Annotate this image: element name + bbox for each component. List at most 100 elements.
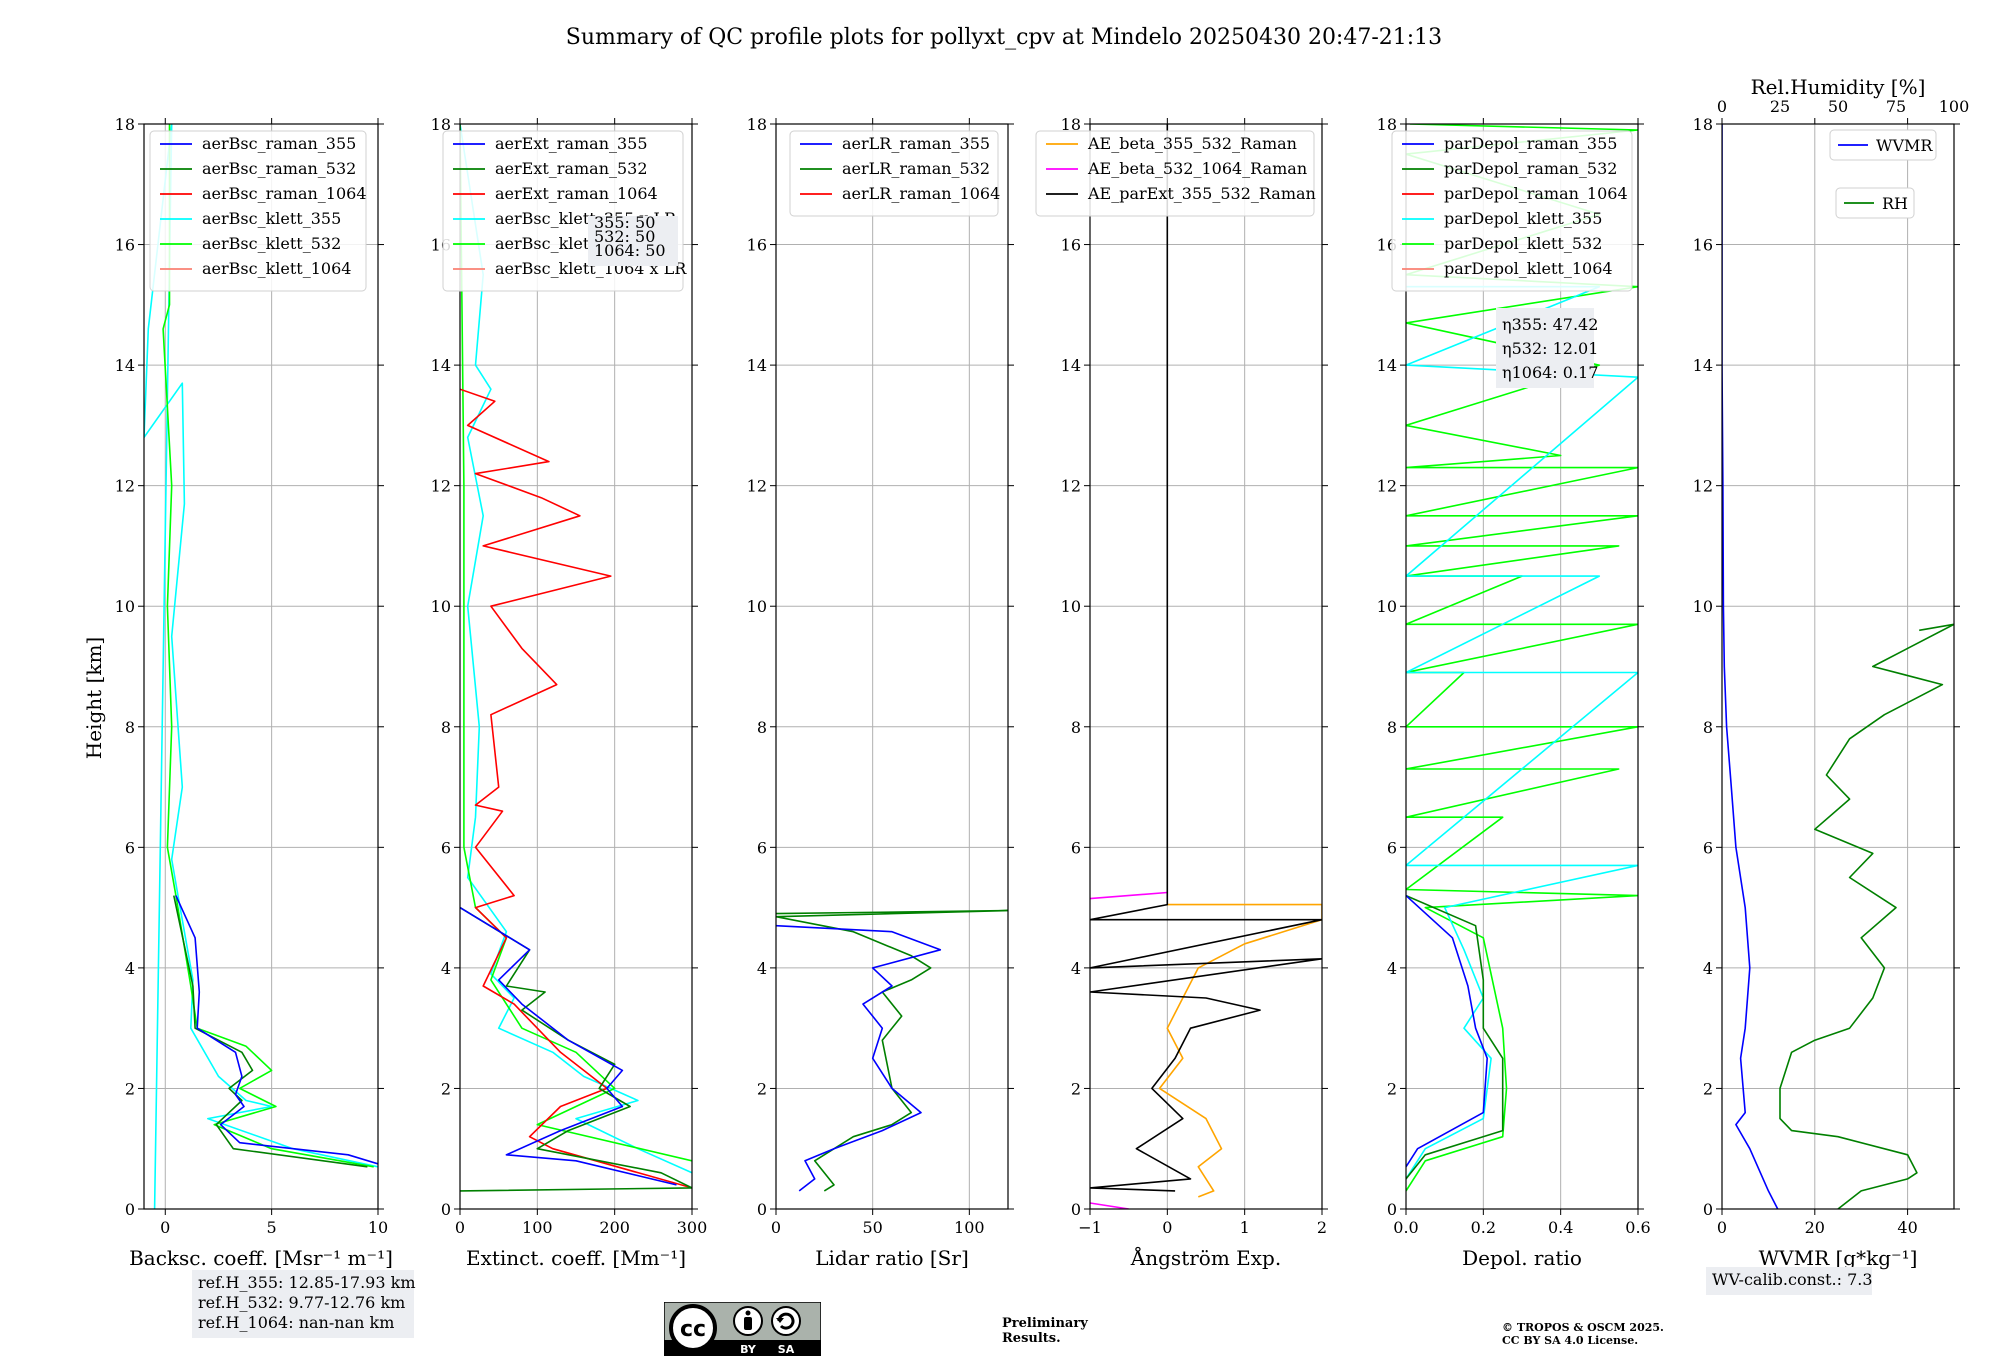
- legend-entry: aerBsc_raman_355: [202, 134, 356, 153]
- series-group: [144, 124, 378, 1209]
- y-tick-label: 8: [757, 718, 767, 737]
- x-tick-label: 0: [160, 1218, 170, 1237]
- series-line-AE_beta_532_1064_Raman_low: [1090, 1202, 1129, 1209]
- y-tick-label: 16: [1693, 236, 1713, 255]
- legend-box: [1035, 130, 1315, 217]
- legend-entry: WVMR: [1876, 136, 1933, 155]
- y-tick-label: 0: [125, 1200, 135, 1219]
- axes-frame: [775, 123, 1009, 1210]
- y-tick-label: 6: [1071, 838, 1081, 857]
- x2-tick-label: 100: [1939, 97, 1970, 116]
- y-tick-label: 6: [1387, 838, 1397, 857]
- y-tick-label: 0: [441, 1200, 451, 1219]
- x-tick-label: 100: [954, 1218, 985, 1237]
- series-line-aerLR_raman_532: [776, 909, 1008, 1192]
- x-tick-label: 0.6: [1625, 1218, 1650, 1237]
- axes-frame: [1721, 123, 1955, 1210]
- legend-entry: aerExt_raman_532: [495, 159, 648, 178]
- y-tick-label: 12: [115, 477, 135, 496]
- legend-entry: parDepol_klett_355: [1444, 209, 1602, 228]
- series-line-aerBsc_klett_355: [144, 124, 378, 1209]
- copyright-line-2: CC BY SA 4.0 License.: [1502, 1334, 1638, 1347]
- x-axis-label: Extinct. coeff. [Mm⁻¹]: [466, 1246, 686, 1270]
- preliminary-label: Preliminary: [1002, 1316, 1088, 1331]
- y-tick-label: 12: [431, 477, 451, 496]
- x-tick-label: 10: [368, 1218, 388, 1237]
- y-tick-label: 2: [1387, 1079, 1397, 1098]
- y-tick-label: 16: [1061, 236, 1081, 255]
- x-tick-label: 0: [771, 1218, 781, 1237]
- axes-frame: [1089, 123, 1323, 1210]
- legend-entry: RH: [1882, 194, 1908, 213]
- legend-entry: parDepol_raman_355: [1444, 134, 1617, 153]
- legend-entry: aerLR_raman_1064: [842, 184, 1000, 203]
- y-tick-label: 12: [1061, 477, 1081, 496]
- x-axis-label: Depol. ratio: [1462, 1246, 1582, 1270]
- x-tick-label: 5: [267, 1218, 277, 1237]
- legend: AE_beta_355_532_Raman AE_beta_532_1064_Ra…: [1035, 130, 1316, 217]
- x-tick-label: −1: [1078, 1218, 1102, 1237]
- y-tick-label: 18: [431, 115, 451, 134]
- y-tick-label: 8: [125, 718, 135, 737]
- series-line-RH: [1779, 623, 1954, 1209]
- legend-box: [1835, 187, 1915, 219]
- y-tick-label: 4: [125, 959, 135, 978]
- y-tick-label: 14: [1061, 356, 1081, 375]
- series-line-parDepol_raman_355: [1406, 895, 1488, 1168]
- legend-entry: aerBsc_raman_532: [202, 159, 356, 178]
- y-tick-label: 12: [747, 477, 767, 496]
- x-axis-label: Ångström Exp.: [1130, 1245, 1281, 1270]
- info-box-line: 532: 50: [594, 227, 655, 246]
- info-box-line: η1064: 0.17: [1502, 363, 1598, 382]
- series-line-aerBsc_raman_355: [175, 895, 378, 1165]
- series-group: [1722, 124, 1954, 1209]
- y-tick-label: 18: [1377, 115, 1397, 134]
- y-tick-label: 2: [1071, 1079, 1081, 1098]
- y-tick-label: 12: [1377, 477, 1397, 496]
- y-tick-label: 2: [125, 1079, 135, 1098]
- figure-title: Summary of QC profile plots for pollyxt_…: [566, 25, 1442, 50]
- x-tick-label: 40: [1897, 1218, 1917, 1237]
- info-box-bg: [1496, 308, 1594, 388]
- x2-tick-label: 50: [1828, 97, 1848, 116]
- info-box-line: η532: 12.01: [1502, 339, 1598, 358]
- y-tick-label: 4: [757, 959, 767, 978]
- y-tick-label: 4: [1703, 959, 1713, 978]
- series-group: [460, 124, 692, 1192]
- panel-backscatter: 0 5 10 0 2 4 6 8 10 12 14 16 18 Backsc. coeff. [Msr⁻¹…: [115, 115, 416, 1338]
- legend-entry: aerBsc_klett_532: [202, 234, 341, 253]
- y-tick-label: 8: [1703, 718, 1713, 737]
- y-tick-label: 2: [441, 1079, 451, 1098]
- legend-entry: AE_parExt_355_532_Raman: [1087, 184, 1316, 203]
- legend: aerExt_raman_355 aerExt_raman_532 aerExt_r…: [442, 130, 687, 292]
- x-tick-label: 0.4: [1548, 1218, 1573, 1237]
- legend-entry: aerLR_raman_355: [842, 134, 990, 153]
- panel-lidar_ratio: 0 50 100 0 2 4 6 8 10 12 14 16 18 Lidar ratio [Sr] aer…: [747, 115, 1014, 1270]
- y-tick-label: 6: [125, 838, 135, 857]
- y-axis-label: Height [km]: [82, 637, 106, 759]
- info-box-line: η355: 47.42: [1502, 315, 1598, 334]
- x-tick-label: 300: [677, 1218, 708, 1237]
- x-axis-label: WVMR [g*kg⁻¹]: [1759, 1246, 1918, 1270]
- info-box: η355: 47.42 η532: 12.01 η1064: 0.17: [1496, 308, 1598, 388]
- y-tick-label: 18: [747, 115, 767, 134]
- series-line-parDepol_klett_355: [1406, 285, 1638, 1180]
- y-tick-label: 14: [1377, 356, 1397, 375]
- y-tick-label: 8: [1071, 718, 1081, 737]
- x-tick-label: 0: [455, 1218, 465, 1237]
- x-tick-label: 0.0: [1393, 1218, 1418, 1237]
- y-tick-label: 10: [431, 597, 451, 616]
- info-box-bg: [1706, 1267, 1872, 1295]
- y-tick-label: 16: [747, 236, 767, 255]
- x2-tick-label: 75: [1886, 97, 1906, 116]
- x-tick-label: 0: [1717, 1218, 1727, 1237]
- x-tick-label: 50: [862, 1218, 882, 1237]
- axes-frame: [1405, 123, 1639, 1210]
- y-tick-label: 2: [757, 1079, 767, 1098]
- series-line-AE_parExt_355_532_Raman: [1090, 124, 1322, 1192]
- series-line-aerExt_raman_1064: [460, 388, 692, 1189]
